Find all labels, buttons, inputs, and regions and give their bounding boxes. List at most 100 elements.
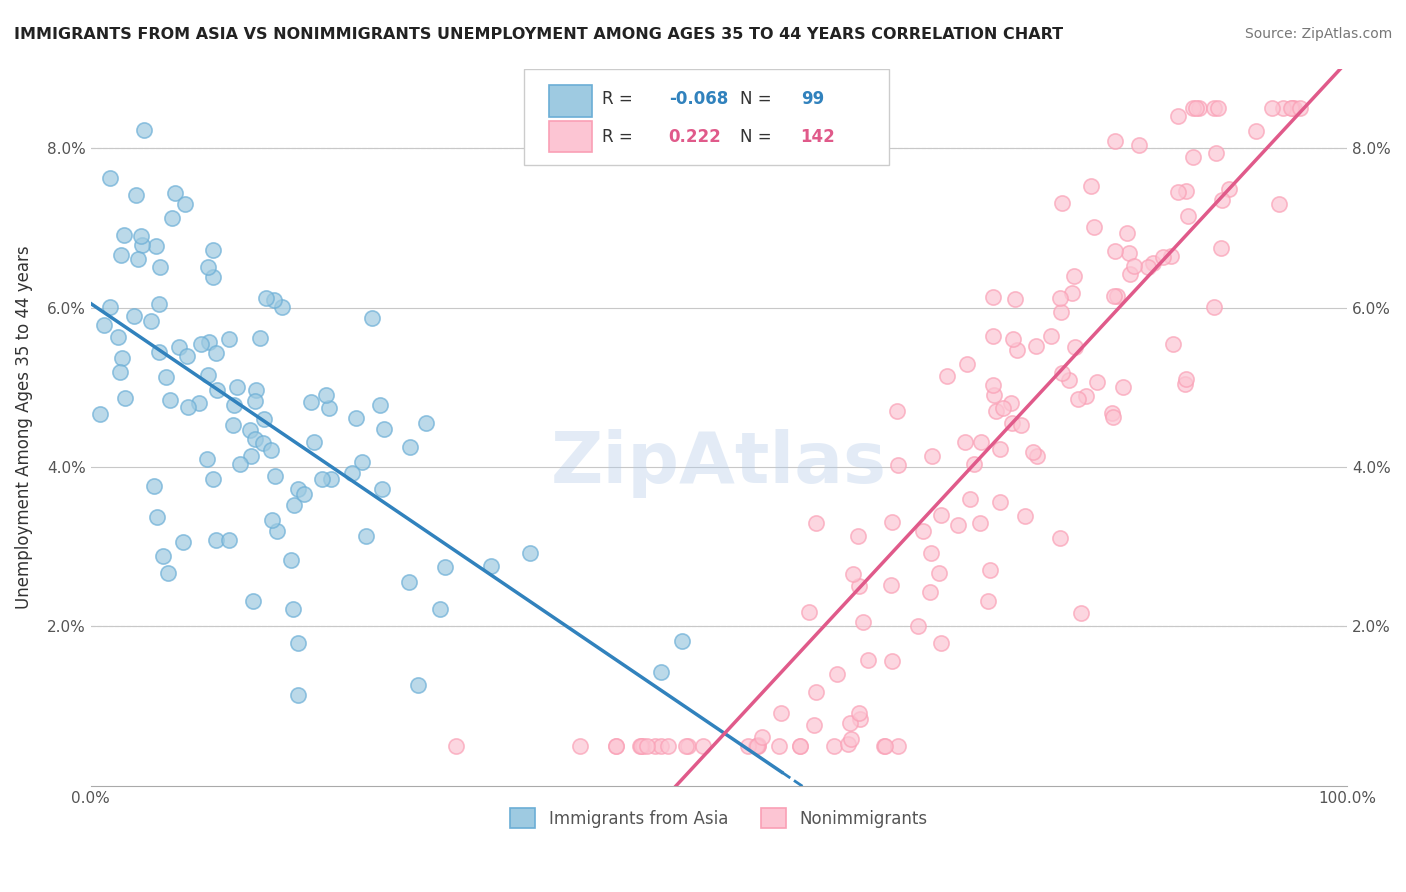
Text: -0.068: -0.068 <box>669 90 728 108</box>
Point <box>1211 194 1233 208</box>
Point <box>1014 508 1036 523</box>
Point <box>148 260 170 274</box>
Point <box>152 549 174 564</box>
Point <box>671 633 693 648</box>
Point <box>205 533 228 547</box>
Point <box>280 552 302 566</box>
Point <box>143 479 166 493</box>
Point <box>433 559 456 574</box>
Point <box>1039 328 1062 343</box>
Point <box>202 269 225 284</box>
Point <box>107 329 129 343</box>
Point <box>263 293 285 307</box>
Point <box>167 340 190 354</box>
Point <box>218 533 240 547</box>
Point <box>270 300 292 314</box>
Point <box>218 332 240 346</box>
Point <box>344 411 367 425</box>
Point <box>157 566 180 581</box>
Point <box>1152 250 1174 264</box>
Point <box>122 309 145 323</box>
Point <box>675 739 697 753</box>
Point <box>907 619 929 633</box>
Point <box>110 248 132 262</box>
Point <box>146 509 169 524</box>
Point <box>789 739 811 753</box>
Point <box>1050 305 1073 319</box>
Point <box>768 739 790 753</box>
Point <box>197 334 219 349</box>
Point <box>252 435 274 450</box>
Point <box>287 636 309 650</box>
Point <box>842 566 865 581</box>
Point <box>1206 101 1229 115</box>
Point <box>398 574 420 589</box>
Point <box>262 513 284 527</box>
Point <box>1050 367 1073 381</box>
Point <box>991 401 1014 416</box>
Point <box>1205 145 1227 160</box>
Point <box>1022 444 1045 458</box>
Point <box>1167 185 1189 199</box>
Point <box>882 515 904 529</box>
Point <box>887 739 910 753</box>
Point <box>406 678 429 692</box>
Point <box>799 605 821 619</box>
Point <box>1057 373 1080 387</box>
Point <box>254 291 277 305</box>
Point <box>887 458 910 473</box>
Point <box>568 739 591 753</box>
Point <box>873 739 896 753</box>
Point <box>789 739 811 753</box>
Point <box>1161 337 1184 351</box>
Point <box>519 546 541 560</box>
Text: IMMIGRANTS FROM ASIA VS NONIMMIGRANTS UNEMPLOYMENT AMONG AGES 35 TO 44 YEARS COR: IMMIGRANTS FROM ASIA VS NONIMMIGRANTS UN… <box>14 27 1063 42</box>
Point <box>1175 185 1198 199</box>
Point <box>176 400 198 414</box>
Point <box>1049 291 1071 305</box>
Point <box>1000 396 1022 410</box>
Point <box>1119 267 1142 281</box>
Text: 142: 142 <box>800 128 835 145</box>
Point <box>1102 289 1125 303</box>
Point <box>636 739 658 753</box>
Point <box>1076 388 1098 402</box>
Point <box>630 739 652 753</box>
FancyBboxPatch shape <box>524 69 889 165</box>
Point <box>1182 101 1205 115</box>
Point <box>1115 226 1137 240</box>
Point <box>846 529 869 543</box>
Point <box>745 739 768 753</box>
Point <box>294 486 316 500</box>
Text: 0.222: 0.222 <box>669 128 721 145</box>
Point <box>1002 333 1025 347</box>
Point <box>287 482 309 496</box>
Point <box>114 228 136 243</box>
Point <box>920 585 942 599</box>
Point <box>983 290 1005 304</box>
Point <box>1052 196 1074 211</box>
Point <box>1267 196 1289 211</box>
FancyBboxPatch shape <box>550 85 592 117</box>
Point <box>1182 150 1205 164</box>
Point <box>976 594 998 608</box>
Point <box>139 313 162 327</box>
Point <box>886 404 908 418</box>
Point <box>628 739 651 753</box>
Point <box>263 468 285 483</box>
Point <box>89 407 111 421</box>
Point <box>197 260 219 274</box>
Point <box>446 739 468 753</box>
Point <box>1188 101 1211 115</box>
Point <box>983 377 1005 392</box>
Point <box>644 739 666 753</box>
Point <box>880 654 903 668</box>
Point <box>253 411 276 425</box>
Point <box>108 365 131 379</box>
Point <box>1004 293 1026 307</box>
Point <box>321 472 343 486</box>
Point <box>970 434 993 449</box>
Point <box>1105 289 1128 303</box>
Point <box>124 187 146 202</box>
Point <box>155 370 177 384</box>
